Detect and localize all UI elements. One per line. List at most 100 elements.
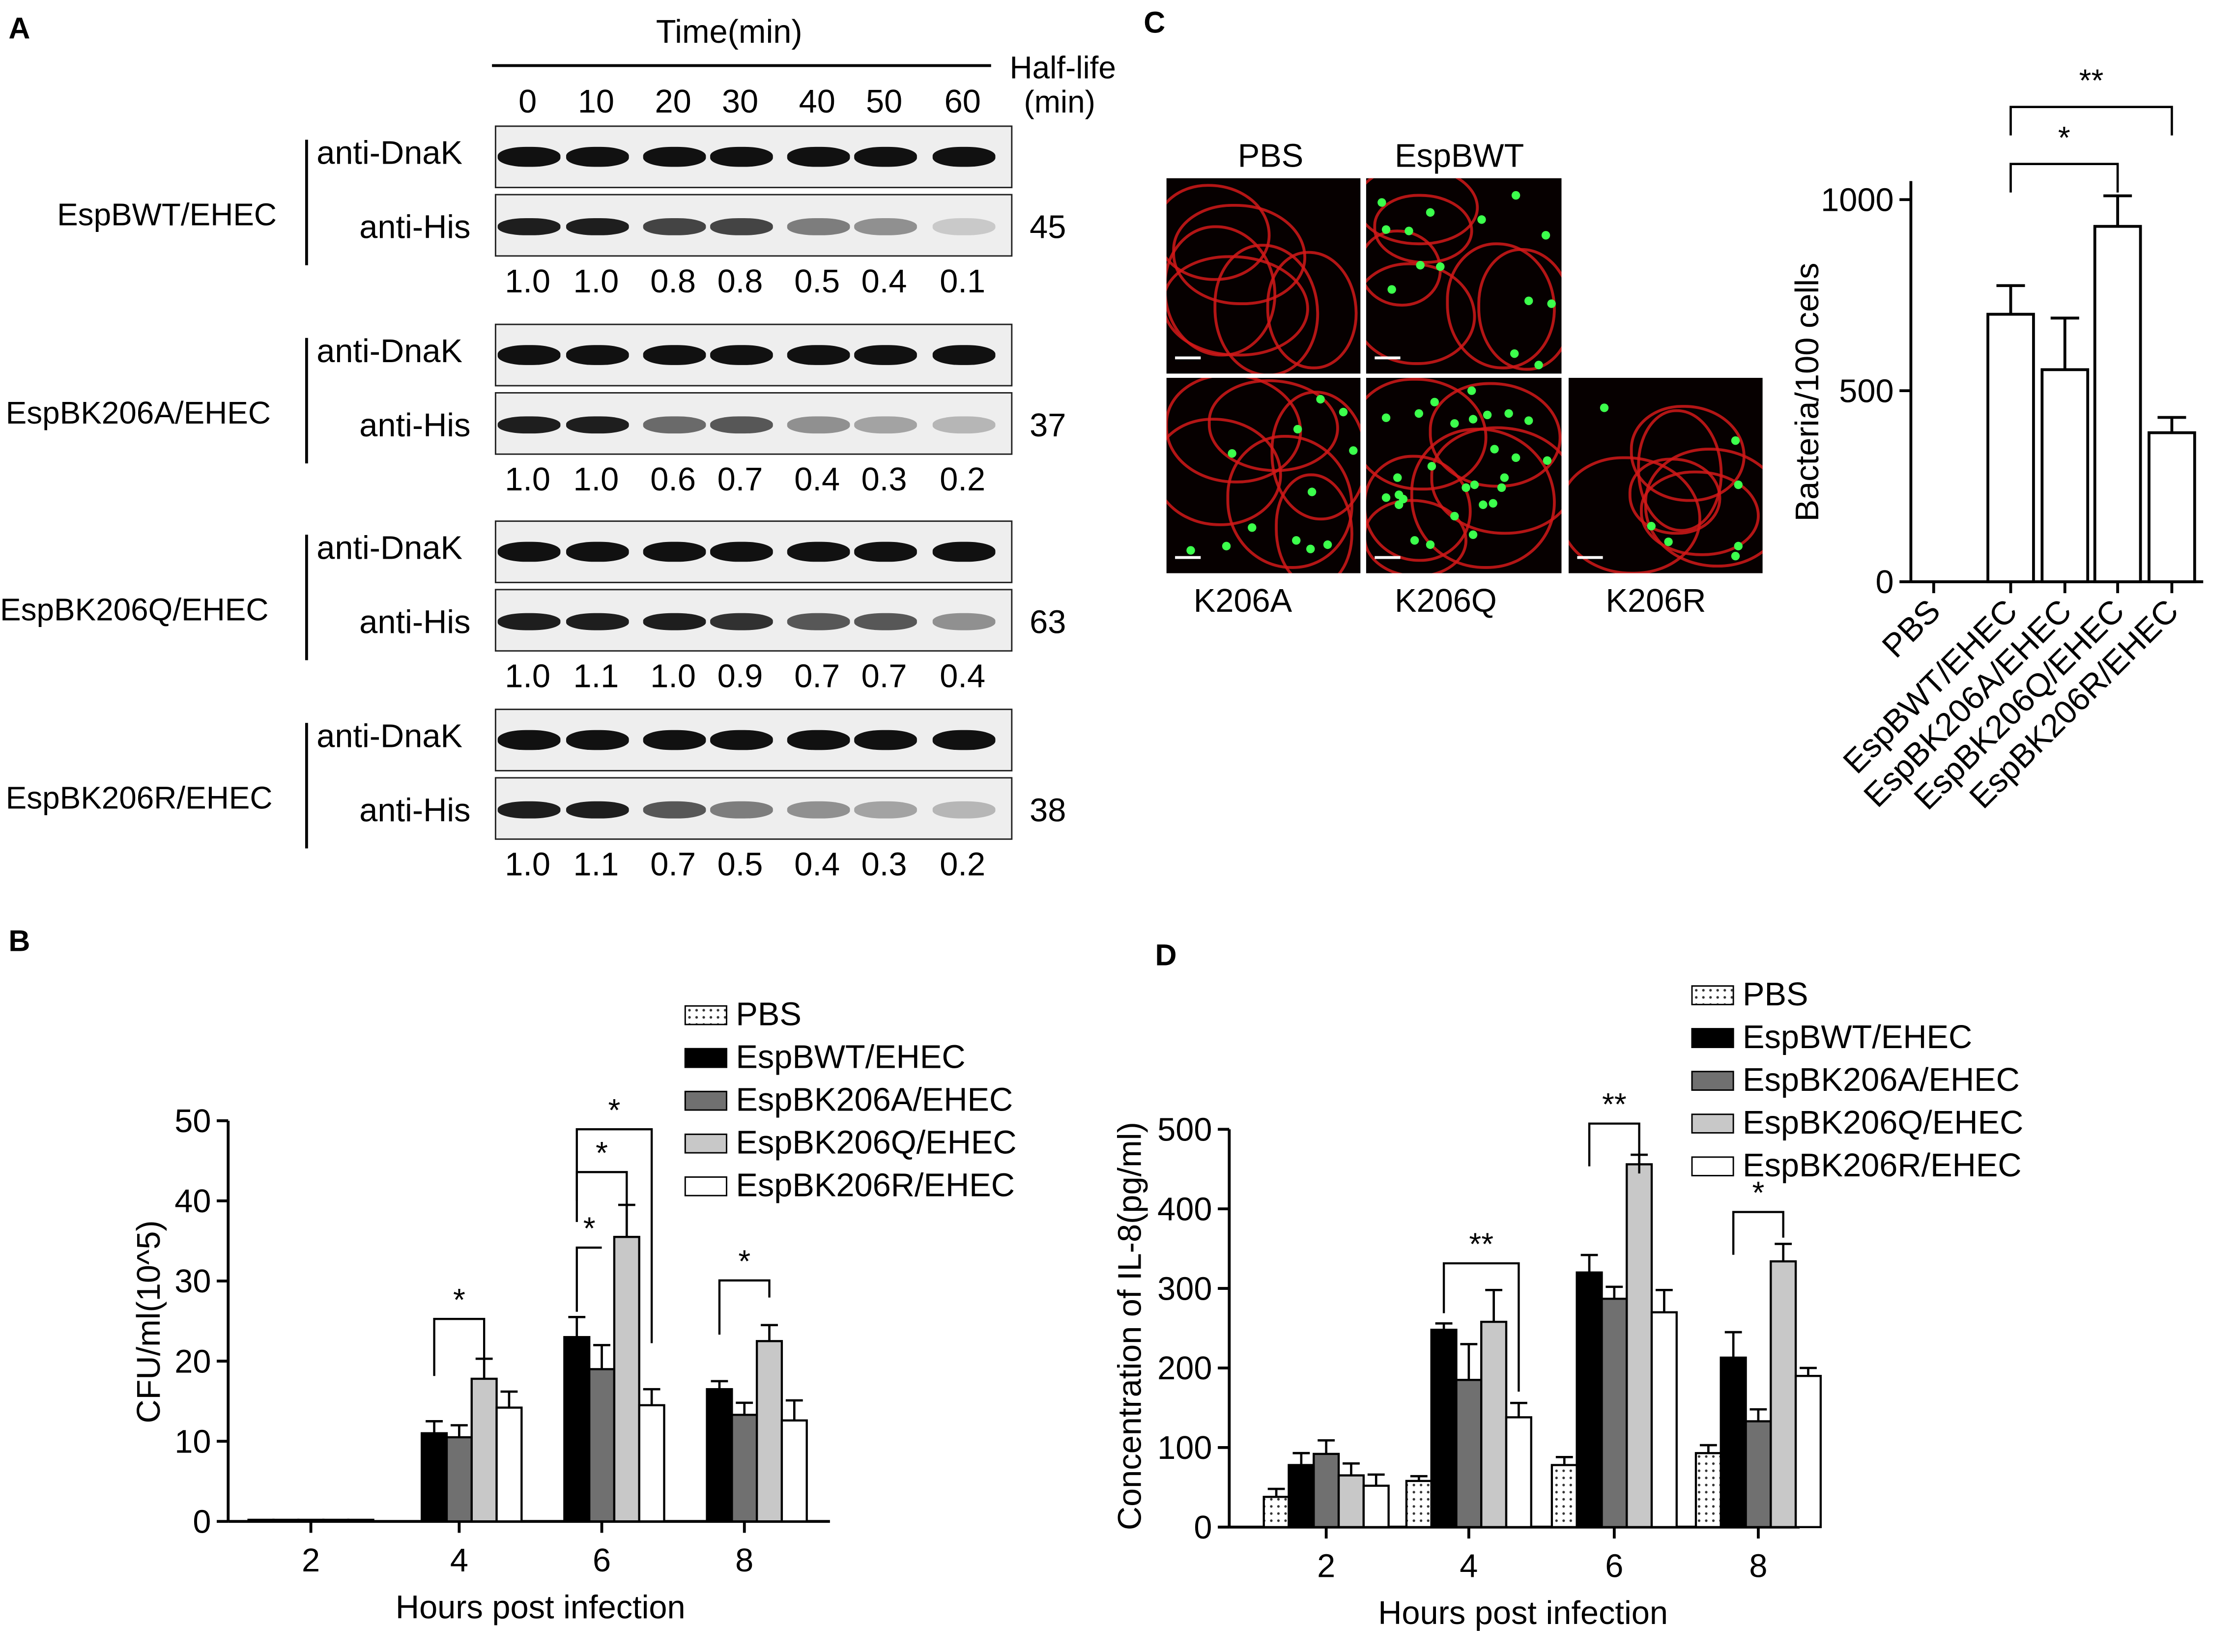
his-band bbox=[932, 801, 996, 819]
bacterium bbox=[1734, 481, 1743, 490]
dnak-band bbox=[854, 146, 917, 167]
dnak-band bbox=[854, 541, 917, 562]
time-point: 20 bbox=[655, 83, 691, 120]
control-antibody-label: anti-DnaK bbox=[316, 717, 462, 755]
bacterium bbox=[1340, 407, 1348, 416]
band-ratio: 1.1 bbox=[573, 845, 619, 883]
bacterium bbox=[1479, 501, 1488, 510]
bacterium bbox=[1228, 449, 1237, 458]
bacterium bbox=[1467, 387, 1476, 396]
bar bbox=[445, 1436, 473, 1523]
control-antibody-label: anti-DnaK bbox=[316, 134, 462, 171]
his-band bbox=[854, 801, 917, 819]
target-antibody-label: anti-His bbox=[359, 208, 471, 246]
bacterium bbox=[1510, 349, 1519, 358]
band-ratio: 0.1 bbox=[940, 262, 986, 300]
dnak-band bbox=[854, 345, 917, 365]
bar bbox=[470, 1377, 498, 1523]
group-bracket bbox=[305, 535, 308, 660]
significance-bracket bbox=[1732, 1211, 1784, 1255]
dnak-band bbox=[787, 146, 850, 167]
significance-label: ** bbox=[2079, 63, 2104, 98]
band-ratio: 0.4 bbox=[940, 657, 986, 695]
micrograph-label-k206a: K206A bbox=[1193, 581, 1292, 619]
bar bbox=[347, 1518, 374, 1523]
his-band bbox=[854, 416, 917, 434]
micrograph-label-pbs: PBS bbox=[1237, 137, 1304, 174]
dnak-band bbox=[643, 146, 706, 167]
y-tick-label: 400 bbox=[1157, 1191, 1212, 1227]
y-axis-label: CFU/ml(10^5) bbox=[131, 1220, 167, 1423]
x-tick-label: 2 bbox=[1317, 1548, 1335, 1584]
y-tick-label: 300 bbox=[1157, 1271, 1212, 1307]
bacterium bbox=[1732, 437, 1741, 446]
bacterium bbox=[1291, 537, 1300, 545]
panel-label-a: A bbox=[8, 13, 30, 46]
legend-swatch bbox=[1691, 1071, 1734, 1091]
bacterium bbox=[1381, 493, 1390, 502]
bacterium bbox=[1490, 445, 1499, 454]
legend-label: EspBK206R/EHEC bbox=[736, 1166, 1015, 1204]
micrograph-label-k206q: K206Q bbox=[1394, 581, 1497, 619]
his-band bbox=[643, 218, 706, 235]
scale-bar bbox=[1375, 356, 1401, 360]
significance-bracket bbox=[1588, 1122, 1640, 1174]
his-band bbox=[710, 416, 773, 434]
dnak-band bbox=[643, 730, 706, 750]
bacterium bbox=[1489, 499, 1498, 508]
legend-label: EspBK206A/EHEC bbox=[1742, 1060, 2020, 1098]
his-band bbox=[497, 218, 561, 235]
micrograph bbox=[1366, 377, 1562, 573]
significance-bracket bbox=[575, 1246, 602, 1312]
target-antibody-label: anti-His bbox=[359, 406, 471, 444]
significance-label: * bbox=[2058, 120, 2070, 155]
legend-swatch bbox=[684, 1176, 727, 1196]
bacterium bbox=[1541, 230, 1550, 239]
dnak-blot bbox=[494, 520, 1013, 583]
legend-label: PBS bbox=[1742, 975, 1808, 1013]
dnak-blot bbox=[494, 125, 1013, 189]
legend-swatch bbox=[684, 1090, 727, 1111]
y-axis-label: Bacteria/100 cells bbox=[1789, 263, 1826, 522]
half-life-unit: (min) bbox=[1024, 84, 1095, 120]
his-band bbox=[710, 613, 773, 630]
bar bbox=[755, 1340, 783, 1523]
bar bbox=[731, 1414, 758, 1523]
half-life-value: 63 bbox=[1030, 603, 1066, 640]
group-bracket bbox=[305, 338, 308, 464]
band-ratio: 1.0 bbox=[505, 657, 551, 695]
scale-bar bbox=[1577, 556, 1603, 559]
group-bracket bbox=[305, 140, 308, 265]
legend-label: EspBK206Q/EHEC bbox=[1742, 1103, 2024, 1141]
bar bbox=[780, 1419, 808, 1523]
bacterium bbox=[1426, 208, 1435, 217]
x-tick-label: 8 bbox=[1749, 1548, 1767, 1584]
bar bbox=[2148, 431, 2196, 583]
cell-membrane bbox=[1629, 458, 1721, 536]
his-blot bbox=[494, 194, 1013, 257]
scale-bar bbox=[1375, 556, 1401, 559]
bacterium bbox=[1382, 225, 1391, 234]
his-band bbox=[566, 613, 629, 630]
significance-label: * bbox=[1752, 1175, 1764, 1210]
dnak-band bbox=[643, 345, 706, 365]
bacterium bbox=[1477, 215, 1486, 224]
dnak-band bbox=[710, 730, 773, 750]
bar bbox=[1405, 1480, 1433, 1529]
dnak-band bbox=[710, 146, 773, 167]
y-tick-label: 50 bbox=[174, 1103, 211, 1139]
dnak-blot bbox=[494, 709, 1013, 771]
his-band bbox=[566, 416, 629, 434]
bacterium bbox=[1533, 361, 1543, 370]
y-tick-label: 0 bbox=[1194, 1510, 1212, 1546]
y-tick-label: 20 bbox=[174, 1343, 211, 1380]
bar bbox=[1430, 1329, 1458, 1529]
band-ratio: 0.3 bbox=[861, 845, 907, 883]
his-band bbox=[566, 801, 629, 819]
y-tick-label: 100 bbox=[1157, 1430, 1212, 1466]
legend-label: EspBK206R/EHEC bbox=[1742, 1146, 2022, 1184]
significance-bracket bbox=[433, 1317, 486, 1376]
target-antibody-label: anti-His bbox=[359, 791, 471, 828]
